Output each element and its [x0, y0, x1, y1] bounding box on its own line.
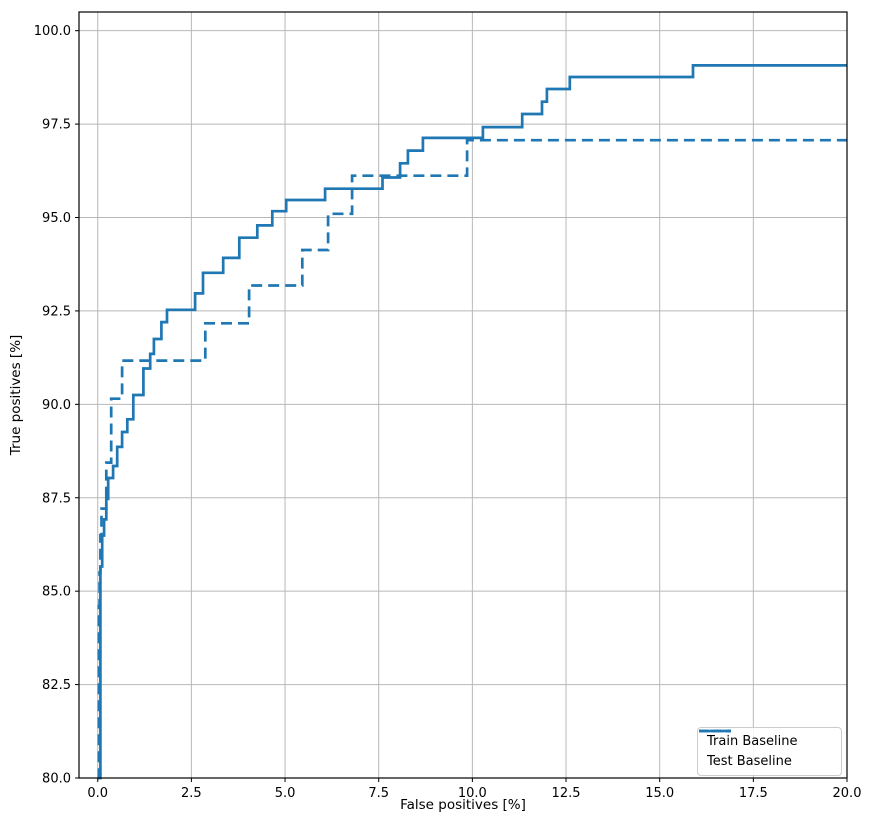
y-tick-label: 85.0	[42, 585, 71, 600]
x-tick-label: 0.0	[87, 786, 108, 801]
legend-item-test: Test Baseline	[699, 729, 831, 769]
y-tick-label: 95.0	[42, 211, 71, 226]
legend-label-train: Train Baseline	[707, 734, 798, 749]
legend-label-test: Test Baseline	[707, 754, 792, 769]
x-tick-label: 17.5	[739, 786, 768, 801]
y-tick-label: 80.0	[42, 772, 71, 787]
y-tick-label: 90.0	[42, 398, 71, 413]
y-tick-label: 87.5	[42, 491, 71, 506]
x-tick-label: 7.5	[368, 786, 389, 801]
y-tick-label: 92.5	[42, 304, 71, 319]
x-tick-label: 12.5	[552, 786, 581, 801]
x-tick-label: 10.0	[458, 786, 487, 801]
curve-train-baseline	[97, 64, 847, 780]
legend-item-train: Train Baseline	[699, 729, 831, 749]
x-tick-label: 5.0	[275, 786, 296, 801]
x-tick-label: 2.5	[181, 786, 202, 801]
x-tick-label: 20.0	[833, 786, 862, 801]
curve-test-baseline	[97, 138, 847, 780]
y-tick-label: 100.0	[34, 24, 71, 39]
y-tick-label: 97.5	[42, 118, 71, 133]
legend: Train Baseline Test Baseline	[697, 727, 842, 776]
x-axis-label: False positives [%]	[400, 797, 526, 813]
x-tick-label: 15.0	[645, 786, 674, 801]
test-line-sample-icon	[699, 729, 731, 733]
y-axis-label: True positives [%]	[8, 334, 24, 456]
y-tick-label: 82.5	[42, 678, 71, 693]
plot-border	[78, 11, 848, 779]
